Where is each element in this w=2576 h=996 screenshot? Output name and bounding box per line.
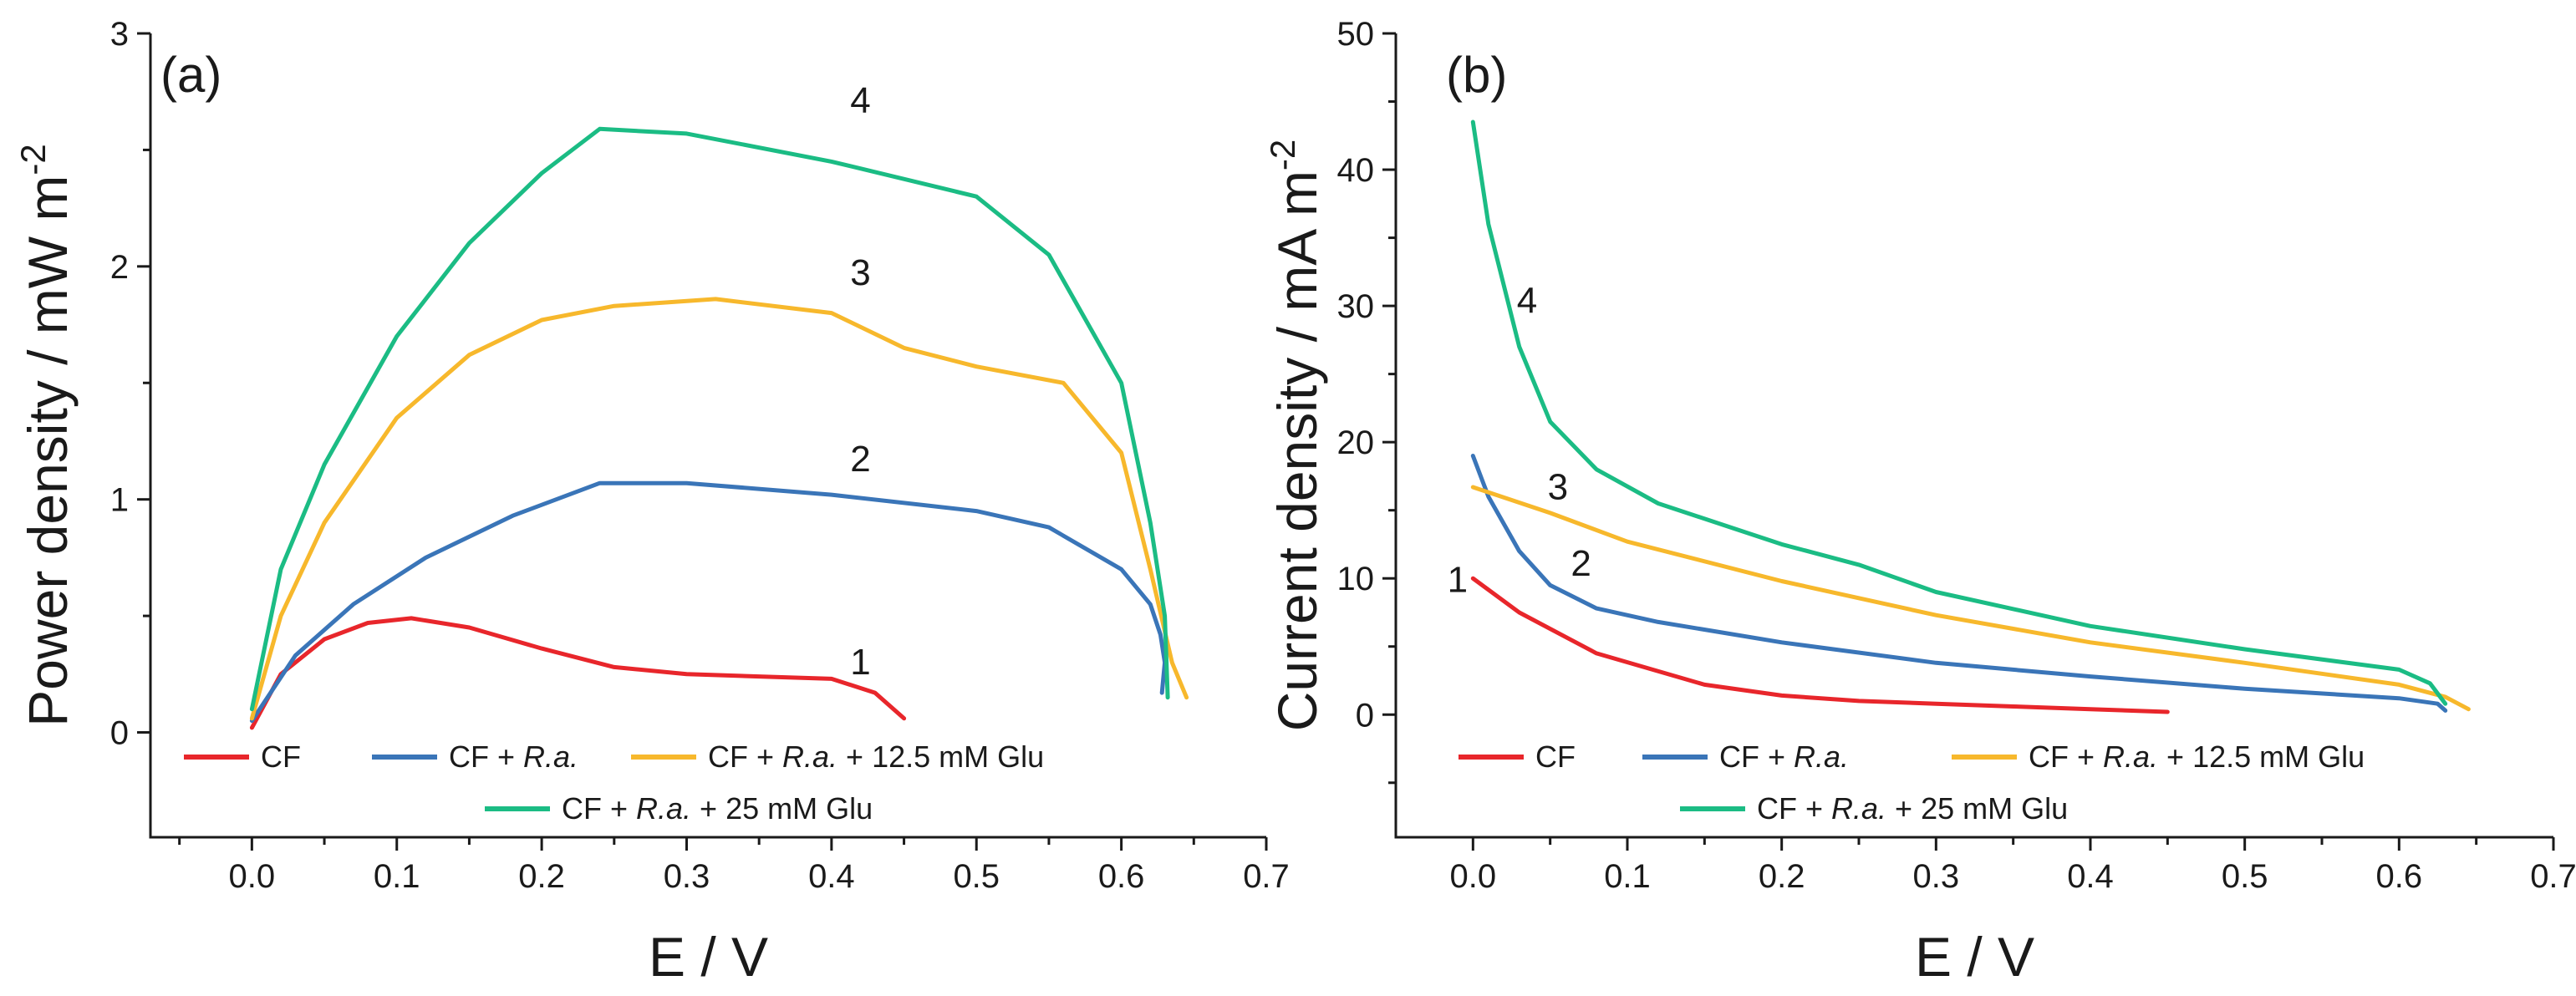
legend-entry-label: CF + R.a. + 25 mM Glu xyxy=(1757,791,2068,826)
y-tick-label: 30 xyxy=(1337,288,1375,325)
x-tick-label: 0.2 xyxy=(518,858,565,895)
legend-entry-prefix: CF + xyxy=(449,739,523,774)
y-axis-label-superscript: -2 xyxy=(1263,140,1302,170)
legend-entry-label: CF + R.a. xyxy=(449,739,578,774)
y-tick-label: 2 xyxy=(110,249,129,286)
x-axis-label: E / V xyxy=(649,926,768,988)
y-axis-label-text: Current density / mA m xyxy=(1266,170,1328,731)
x-axis-label: E / V xyxy=(1915,926,2034,988)
y-axis-label-text: Power density / mW m xyxy=(17,175,79,727)
x-tick-label: 0.5 xyxy=(2222,858,2268,895)
y-tick-label: 0 xyxy=(1356,697,1374,734)
series-line-1 xyxy=(1470,576,2170,714)
x-tick-label: 0.0 xyxy=(229,858,276,895)
legend-entry-prefix: CF + xyxy=(708,739,782,774)
legend-entry-label: CF + R.a. + 12.5 mM Glu xyxy=(708,739,1044,774)
x-tick-label: 0.0 xyxy=(1450,858,1497,895)
legend-entry-prefix: CF xyxy=(1535,739,1576,774)
legend-entry-suffix: + 12.5 mM Glu xyxy=(837,739,1044,774)
x-tick-label: 0.4 xyxy=(2067,858,2114,895)
legend-entry-label: CF + R.a. + 12.5 mM Glu xyxy=(2029,739,2365,774)
curve-number-label: 1 xyxy=(850,642,870,683)
legend-entry-label: CF xyxy=(1535,739,1576,774)
x-tick-label: 0.4 xyxy=(808,858,855,895)
series-line-4 xyxy=(249,126,1170,712)
legend-entry-italic: R.a. xyxy=(523,739,578,774)
curve-number-label: 1 xyxy=(1448,560,1468,601)
legend-entry-suffix: + 25 mM Glu xyxy=(691,791,873,826)
series-line-2 xyxy=(1470,454,2448,713)
legend-entry-prefix: CF + xyxy=(1719,739,1794,774)
legend-entry-italic: R.a. xyxy=(1794,739,1849,774)
curve-number-label: 4 xyxy=(850,80,870,121)
legend-entry-label: CF xyxy=(261,739,301,774)
legend-entry-suffix: + 25 mM Glu xyxy=(1886,791,2068,826)
legend-entry-italic: R.a. xyxy=(2103,739,2158,774)
legend-entry-suffix: + 12.5 mM Glu xyxy=(2158,739,2365,774)
y-axis-label-superscript: -2 xyxy=(13,144,53,175)
series-line-2 xyxy=(249,480,1168,724)
x-tick-label: 0.1 xyxy=(1604,858,1651,895)
x-tick-label: 0.6 xyxy=(2376,858,2423,895)
x-tick-label: 0.3 xyxy=(1913,858,1960,895)
series-line-4 xyxy=(1470,119,2448,706)
y-tick-label: 1 xyxy=(110,482,129,519)
y-tick-label: 20 xyxy=(1337,424,1375,461)
series-line-3 xyxy=(1470,485,2471,712)
curve-number-label: 2 xyxy=(850,439,870,480)
y-tick-label: 3 xyxy=(110,16,129,53)
legend-entry-label: CF + R.a. xyxy=(1719,739,1849,774)
panel-a-power-density-chart: 0.0 0.1 0.2 0.3 0.4 0.5 0.6 0.7 0 1 2 3 E / V Power d… xyxy=(13,16,1290,988)
legend-entry-italic: R.a. xyxy=(1831,791,1886,826)
x-tick-label: 0.6 xyxy=(1098,858,1145,895)
x-tick-label: 0.3 xyxy=(664,858,710,895)
y-tick-label: 40 xyxy=(1337,152,1375,189)
curve-number-label: 2 xyxy=(1571,543,1591,584)
curve-number-label: 3 xyxy=(850,252,870,293)
y-axis-label: Current density / mA m-2 xyxy=(1263,140,1328,732)
panel-b-current-density-chart: 0.0 0.1 0.2 0.3 0.4 0.5 0.6 0.7 0 10 20 30 40 50 E / V… xyxy=(1263,16,2576,988)
x-tick-label: 0.7 xyxy=(1243,858,1290,895)
legend-entry-prefix: CF + xyxy=(562,791,636,826)
curve-number-label: 3 xyxy=(1548,467,1568,508)
series-line-1 xyxy=(249,616,907,730)
axis-frame xyxy=(149,33,1266,839)
x-tick-label: 0.1 xyxy=(374,858,420,895)
curve-number-label: 4 xyxy=(1517,280,1537,321)
y-tick-label: 10 xyxy=(1337,561,1375,597)
y-tick-label: 50 xyxy=(1337,16,1375,53)
panel-label: (b) xyxy=(1446,47,1507,103)
legend-entry-italic: R.a. xyxy=(782,739,837,774)
legend-entry-prefix: CF + xyxy=(1757,791,1831,826)
panel-label: (a) xyxy=(160,47,221,103)
axis-frame xyxy=(1394,33,2553,839)
x-tick-label: 0.5 xyxy=(953,858,1000,895)
series-line-3 xyxy=(249,297,1189,721)
legend-entry-prefix: CF xyxy=(261,739,301,774)
y-axis-label: Power density / mW m-2 xyxy=(13,144,79,727)
y-tick-label: 0 xyxy=(110,715,129,752)
legend-entry-label: CF + R.a. + 25 mM Glu xyxy=(562,791,873,826)
x-tick-label: 0.7 xyxy=(2530,858,2576,895)
legend-entry-italic: R.a. xyxy=(636,791,691,826)
x-tick-label: 0.2 xyxy=(1759,858,1805,895)
legend-entry-prefix: CF + xyxy=(2029,739,2103,774)
